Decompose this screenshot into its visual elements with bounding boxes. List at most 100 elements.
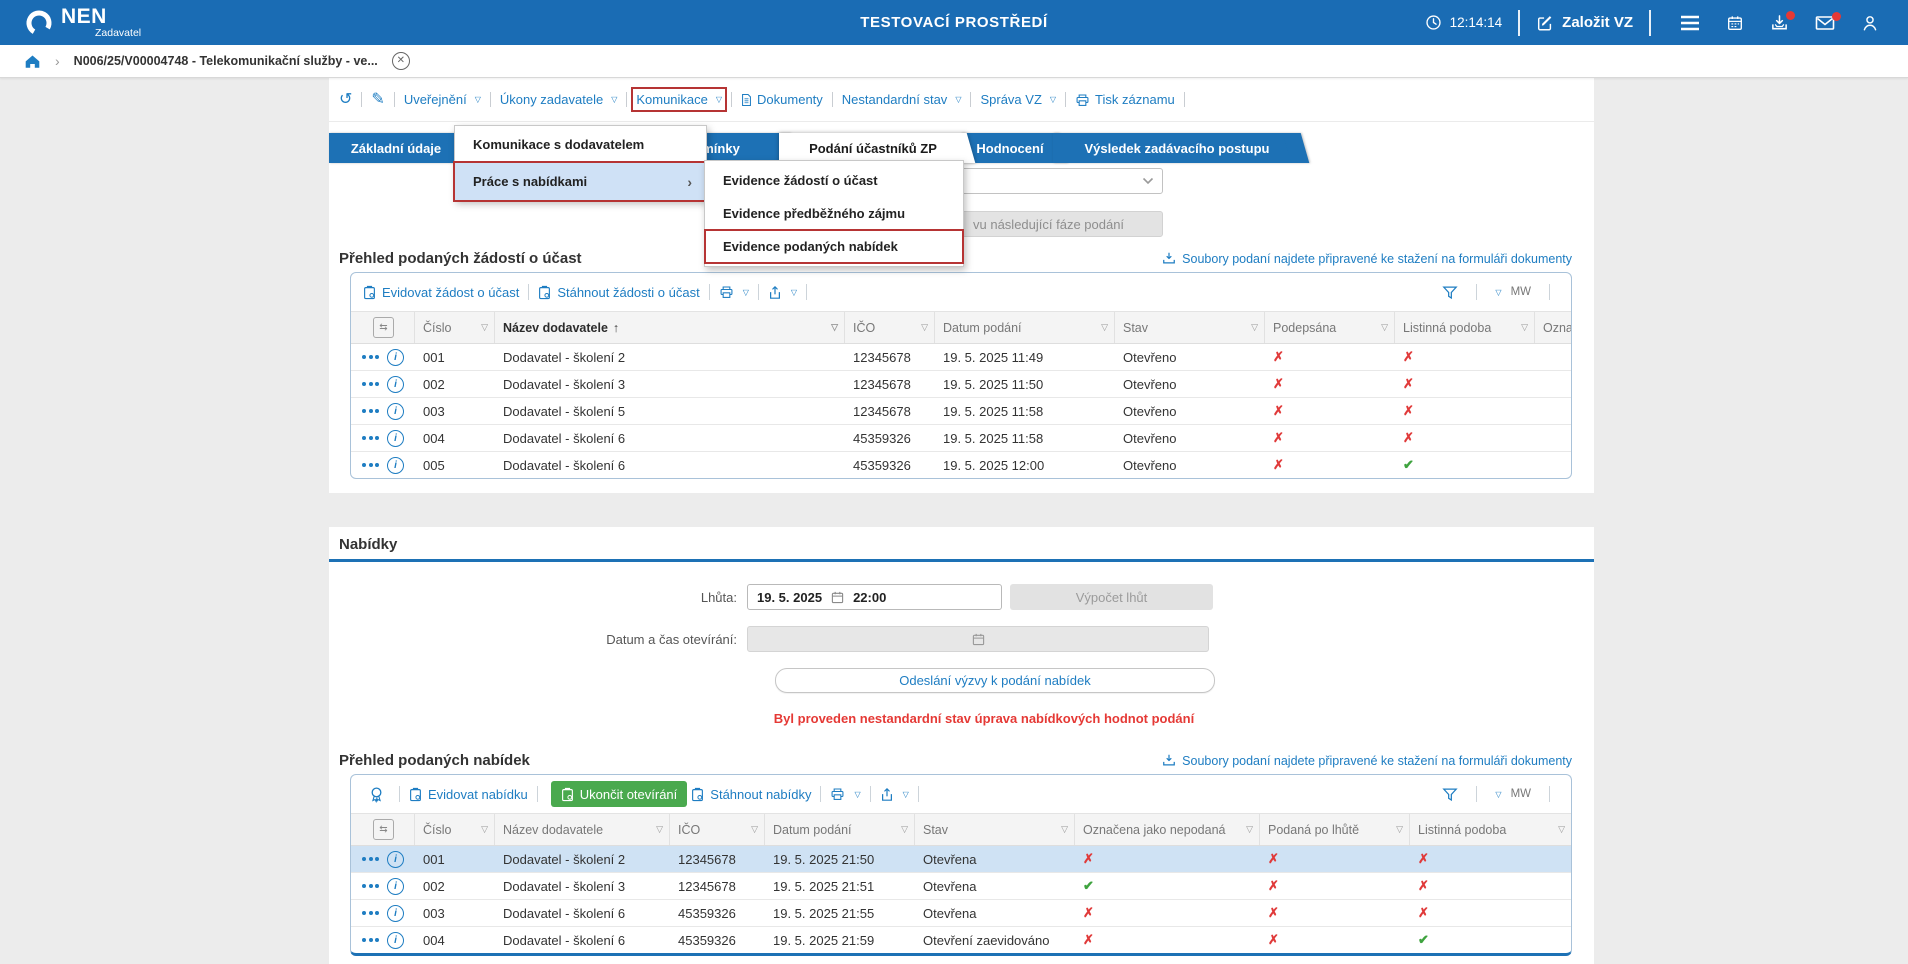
chevron-down-icon[interactable]: ▽ (1495, 288, 1501, 297)
award-icon[interactable] (369, 786, 384, 803)
col-cislo[interactable]: Číslo▽ (415, 814, 495, 845)
column-chooser-icon[interactable]: ⇆ (373, 317, 394, 338)
submenu-item-evidence-podanych-nabidek[interactable]: Evidence podaných nabídek (705, 230, 963, 263)
info-icon[interactable]: i (387, 932, 404, 949)
table-row[interactable]: i 002 Dodavatel - školení 3 12345678 19.… (351, 371, 1571, 398)
column-filter-icon[interactable]: ▽ (915, 322, 928, 333)
col-stav[interactable]: Stav▽ (1115, 312, 1265, 343)
row-actions-icon[interactable] (362, 938, 379, 942)
table-row[interactable]: i 005 Dodavatel - školení 6 45359326 19.… (351, 452, 1571, 478)
menu-item-prace-s-nabidkami[interactable]: Práce s nabídkami › (455, 163, 706, 200)
col-datum-podani[interactable]: Datum podání▽ (935, 312, 1115, 343)
table-row[interactable]: i 004 Dodavatel - školení 6 45359326 19.… (351, 425, 1571, 452)
col-oznacena[interactable]: Označena jako nepodaná (1535, 312, 1571, 343)
close-record-icon[interactable]: ✕ (392, 52, 410, 70)
row-actions-icon[interactable] (362, 436, 379, 440)
row-actions-icon[interactable] (362, 911, 379, 915)
col-ico[interactable]: IČO▽ (845, 312, 935, 343)
column-filter-icon[interactable]: ▽ (1095, 322, 1108, 333)
col-podepsana[interactable]: Podepsána▽ (1265, 312, 1395, 343)
col-listinna-podoba[interactable]: Listinná podoba▽ (1410, 814, 1571, 845)
info-icon[interactable]: i (387, 905, 404, 922)
export-table-button[interactable]: ▽ (768, 285, 797, 300)
column-filter-icon[interactable]: ▽ (825, 322, 838, 333)
col-ico[interactable]: IČO▽ (670, 814, 765, 845)
ukoncit-oteviranie-button[interactable]: Ukončit otevírání (551, 781, 688, 807)
filter-icon[interactable] (1442, 285, 1458, 300)
column-chooser-icon[interactable]: ⇆ (373, 819, 394, 840)
info-icon[interactable]: i (387, 430, 404, 447)
pencil-icon[interactable]: ✎ (371, 92, 384, 108)
col-stav[interactable]: Stav▽ (915, 814, 1075, 845)
print-table-button[interactable]: ▽ (719, 285, 749, 299)
toolbar-item-uverejneni[interactable]: Uveřejnění▽ (404, 92, 481, 107)
row-actions-icon[interactable] (362, 463, 379, 467)
row-actions-icon[interactable] (362, 857, 379, 861)
chevron-down-icon[interactable]: ▽ (1495, 790, 1501, 799)
refresh-icon[interactable]: ↺ (339, 92, 352, 108)
info-icon[interactable]: i (387, 403, 404, 420)
stahnout-nabidky-button[interactable]: Stáhnout nabídky (691, 787, 811, 802)
col-cislo[interactable]: Číslo▽ (415, 312, 495, 343)
info-icon[interactable]: i (387, 878, 404, 895)
row-actions-icon[interactable] (362, 355, 379, 359)
col-oznacena-jako-nepodana[interactable]: Označena jako nepodaná▽ (1075, 814, 1260, 845)
column-filter-icon[interactable]: ▽ (745, 824, 758, 835)
col-datum-podani[interactable]: Datum podání▽ (765, 814, 915, 845)
column-filter-icon[interactable]: ▽ (1240, 824, 1253, 835)
table-row[interactable]: i 001 Dodavatel - školení 2 12345678 19.… (351, 344, 1571, 371)
tab-vysledek-zadavaciho-postupu[interactable]: Výsledek zadávacího postupu (1053, 133, 1297, 163)
calendar-icon[interactable] (831, 591, 844, 604)
col-nazev-dodavatele[interactable]: Název dodavatele↑▽ (495, 312, 845, 343)
mail-icon[interactable] (1815, 15, 1835, 31)
tab-hodnoceni[interactable]: Hodnocení (961, 133, 1055, 163)
breadcrumb-title[interactable]: N006/25/V00004748 - Telekomunikační služ… (74, 54, 378, 68)
download-note-link[interactable]: Soubory podaní najdete připravené ke sta… (1162, 252, 1572, 266)
stahnout-zadosti-button[interactable]: Stáhnout žádosti o účast (538, 285, 699, 300)
nen-logo[interactable]: NEN Zadavatel (24, 6, 141, 39)
column-filter-icon[interactable]: ▽ (1390, 824, 1403, 835)
column-filter-icon[interactable]: ▽ (1055, 824, 1068, 835)
send-invitation-button[interactable]: Odeslání výzvy k podání nabídek (775, 668, 1215, 693)
col-listinna-podoba[interactable]: Listinná podoba▽ (1395, 312, 1535, 343)
user-icon[interactable] (1861, 14, 1879, 32)
col-nazev-dodavatele[interactable]: Název dodavatele▽ (495, 814, 670, 845)
evidovat-zadost-button[interactable]: Evidovat žádost o účast (363, 285, 519, 300)
column-filter-icon[interactable]: ▽ (475, 322, 488, 333)
column-filter-icon[interactable]: ▽ (895, 824, 908, 835)
col-podana-po-lhute[interactable]: Podaná po lhůtě▽ (1260, 814, 1410, 845)
evidovat-nabidku-button[interactable]: Evidovat nabídku (409, 787, 528, 802)
column-filter-icon[interactable]: ▽ (1552, 824, 1565, 835)
download-note-link[interactable]: Soubory podaní najdete připravené ke sta… (1162, 754, 1572, 768)
create-vz-button[interactable]: Založit VZ (1536, 14, 1633, 32)
column-filter-icon[interactable]: ▽ (1375, 322, 1388, 333)
toolbar-item-sprava-vz[interactable]: Správa VZ▽ (980, 92, 1056, 107)
column-filter-icon[interactable]: ▽ (1515, 322, 1528, 333)
print-table-button[interactable]: ▽ (830, 787, 860, 801)
tab-podani-ucastniku-zp[interactable]: Podání účastníků ZP (779, 133, 963, 163)
info-icon[interactable]: i (387, 349, 404, 366)
toolbar-item-nestandardni-stav[interactable]: Nestandardní stav▽ (842, 92, 962, 107)
home-icon[interactable] (24, 53, 41, 69)
row-actions-icon[interactable] (362, 409, 379, 413)
column-filter-icon[interactable]: ▽ (475, 824, 488, 835)
toolbar-item-dokumenty[interactable]: Dokumenty (741, 92, 823, 107)
export-table-button[interactable]: ▽ (880, 787, 909, 802)
toolbar-item-tisk-zaznamu[interactable]: Tisk záznamu (1075, 92, 1175, 107)
submenu-item-evidence-predbezneho-zajmu[interactable]: Evidence předběžného zájmu (705, 197, 963, 230)
column-filter-icon[interactable]: ▽ (1245, 322, 1258, 333)
table-row[interactable]: i 002 Dodavatel - školení 3 12345678 19.… (351, 873, 1571, 900)
deadline-input[interactable]: 19. 5. 2025 22:00 (747, 584, 1002, 610)
info-icon[interactable]: i (387, 851, 404, 868)
submenu-item-evidence-zadosti[interactable]: Evidence žádostí o účast (705, 164, 963, 197)
row-actions-icon[interactable] (362, 382, 379, 386)
info-icon[interactable]: i (387, 376, 404, 393)
tab-zakladni-udaje[interactable]: Základní údaje (329, 133, 459, 163)
calendar-icon[interactable] (1726, 14, 1744, 32)
table-row[interactable]: i 003 Dodavatel - školení 6 45359326 19.… (351, 900, 1571, 927)
info-icon[interactable]: i (387, 457, 404, 474)
row-actions-icon[interactable] (362, 884, 379, 888)
toolbar-item-komunikace[interactable]: Komunikace▽ (636, 92, 722, 107)
table-row-selected[interactable]: i 001 Dodavatel - školení 2 12345678 19.… (351, 846, 1571, 873)
downloads-icon[interactable] (1770, 14, 1789, 32)
